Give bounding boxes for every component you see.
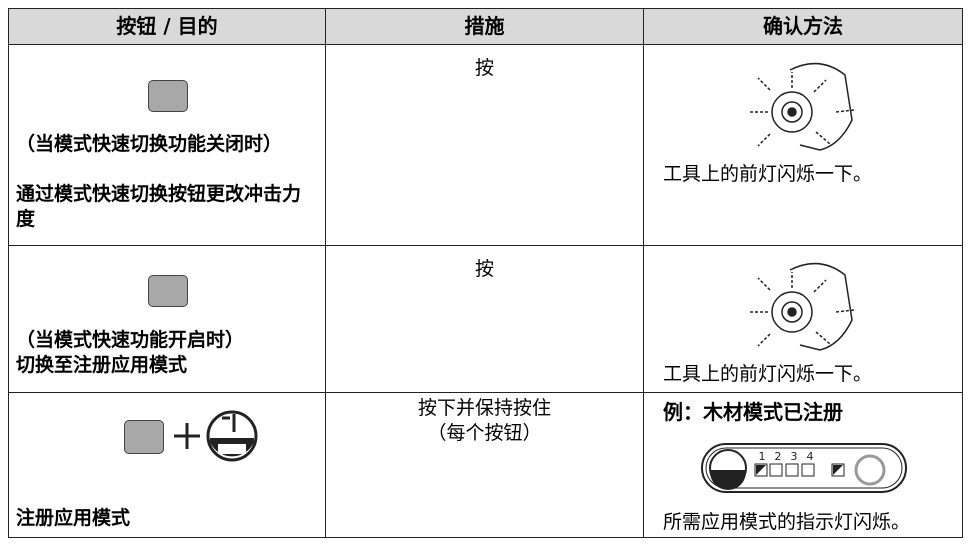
purpose-text: 切换至注册应用模式 xyxy=(16,354,188,376)
header-cell: 措施 xyxy=(325,8,644,45)
header-cell: 按钮 / 目的 xyxy=(8,8,326,45)
tool-icon xyxy=(750,262,855,351)
action-text: 按下并保持按住 xyxy=(417,397,551,419)
action-text: 按 xyxy=(474,258,494,280)
panel-digit: 2 xyxy=(775,450,782,463)
panel-digit: 3 xyxy=(791,450,798,463)
panel-digit: 1 xyxy=(759,450,766,463)
action-text: 按 xyxy=(474,57,494,79)
mode-button-icon xyxy=(148,275,188,307)
purpose-text: 注册应用模式 xyxy=(16,507,131,529)
purpose-note: （当模式快速功能开启时） xyxy=(16,329,245,351)
tool-icon xyxy=(750,62,855,151)
cell xyxy=(643,392,963,538)
panel-digit: 4 xyxy=(807,450,814,463)
result-text: 工具上的前灯闪烁一下。 xyxy=(663,363,873,385)
mode-button-icon xyxy=(148,80,188,112)
mode-button-icon xyxy=(124,420,164,454)
result-title: 例：木材模式已注册 xyxy=(663,400,843,424)
result-text: 工具上的前灯闪烁一下。 xyxy=(663,163,873,185)
plus-and-light-button xyxy=(174,410,258,462)
purpose-note: （当模式快速切换功能关闭时） xyxy=(16,133,283,155)
header-cell: 确认方法 xyxy=(643,8,963,45)
result-text: 所需应用模式的指示灯闪烁。 xyxy=(663,511,911,533)
action-note: （每个按钮） xyxy=(427,422,542,444)
indicator-panel: 1 2 3 4 xyxy=(701,443,907,493)
purpose-text: 通过模式快速切换按钮更改冲击力度 xyxy=(16,183,302,230)
